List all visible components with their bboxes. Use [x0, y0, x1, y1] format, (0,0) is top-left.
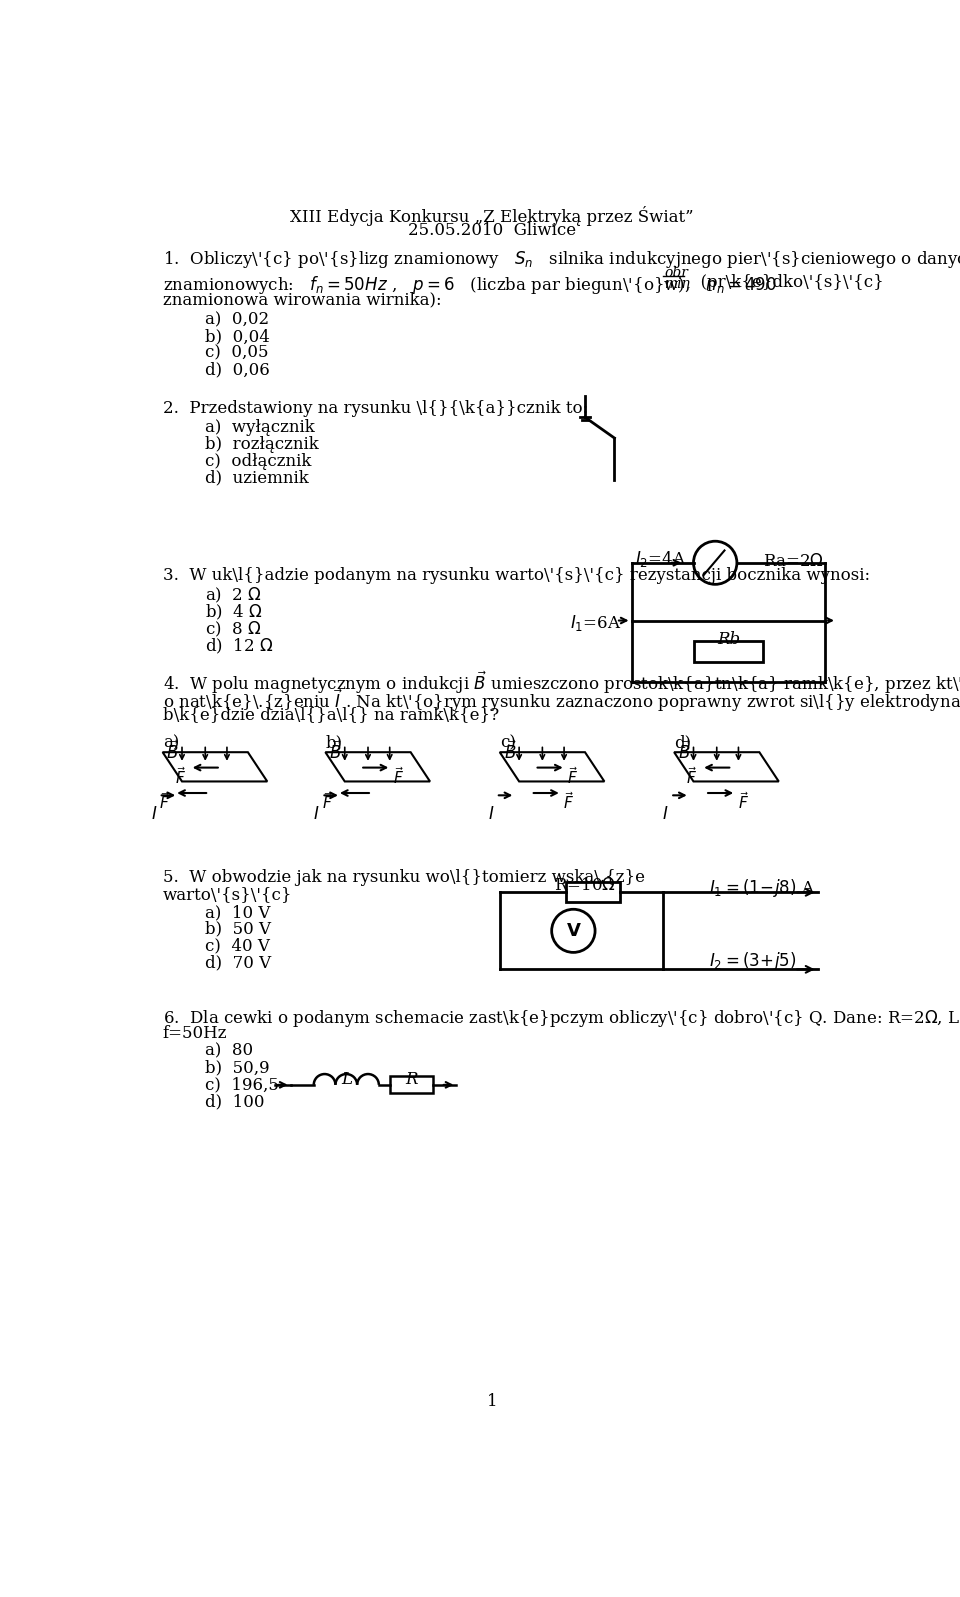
- Text: $\vec{F}$: $\vec{F}$: [737, 792, 749, 813]
- Text: d)  12 $\Omega$: d) 12 $\Omega$: [205, 637, 274, 656]
- Text: a): a): [162, 735, 179, 752]
- Text: d)  0,06: d) 0,06: [205, 363, 270, 378]
- Bar: [565, 882, 620, 902]
- Text: $\vec{B}$: $\vec{B}$: [329, 741, 343, 763]
- Text: $I_2$=4A: $I_2$=4A: [636, 549, 686, 569]
- Text: c): c): [500, 735, 516, 752]
- Text: c)  196,5: c) 196,5: [205, 1076, 279, 1094]
- Text: L: L: [341, 1072, 351, 1088]
- Text: b\k{e}dzie dzia\l{}a\l{} na ramk\k{e}?: b\k{e}dzie dzia\l{}a\l{} na ramk\k{e}?: [162, 706, 499, 723]
- Text: $\vec{F}$: $\vec{F}$: [686, 767, 697, 787]
- Text: 6.  Dla cewki o podanym schemacie zast\k{e}pczym obliczy\'{c} dobro\'{c} Q. Dane: 6. Dla cewki o podanym schemacie zast\k{…: [162, 1008, 960, 1028]
- Text: obr: obr: [664, 267, 688, 281]
- Text: (pr\k{e}dko\'{s}\'{c}: (pr\k{e}dko\'{s}\'{c}: [689, 275, 883, 291]
- Text: $\vec{F}$: $\vec{F}$: [175, 767, 186, 787]
- Text: f=50Hz: f=50Hz: [162, 1025, 228, 1041]
- Text: V: V: [566, 921, 580, 941]
- Text: c)  40 V: c) 40 V: [205, 937, 270, 955]
- Text: b)  4 $\Omega$: b) 4 $\Omega$: [205, 602, 263, 623]
- Bar: [391, 1076, 433, 1094]
- Text: $\vec{B}$: $\vec{B}$: [504, 741, 516, 763]
- Text: b)  0,04: b) 0,04: [205, 327, 270, 345]
- Text: 4.  W polu magnetycznym o indukcji $\vec{B}$ umieszczono prostok\k{a}tn\k{a} ram: 4. W polu magnetycznym o indukcji $\vec{…: [162, 669, 960, 696]
- Text: $I$: $I$: [314, 805, 320, 822]
- Bar: [693, 640, 763, 663]
- Text: R: R: [405, 1072, 418, 1088]
- Text: $\vec{F}$: $\vec{F}$: [323, 792, 333, 813]
- Text: $I$: $I$: [488, 805, 494, 822]
- Text: d)  uziemnik: d) uziemnik: [205, 470, 309, 487]
- Text: a)  0,02: a) 0,02: [205, 311, 270, 327]
- Text: Ra=2$\Omega$: Ra=2$\Omega$: [763, 553, 825, 570]
- Text: a)  wyłącznik: a) wyłącznik: [205, 418, 315, 436]
- Text: o nat\k{e}\.{z}eniu $\vec{I}$ . Na kt\'{o}rym rysunku zaznaczono poprawny zwrot : o nat\k{e}\.{z}eniu $\vec{I}$ . Na kt\'{…: [162, 688, 960, 714]
- Text: Rb: Rb: [717, 631, 740, 648]
- Text: $\vec{F}$: $\vec{F}$: [567, 767, 578, 787]
- Text: a)  10 V: a) 10 V: [205, 904, 271, 921]
- Text: b)  50 V: b) 50 V: [205, 921, 272, 937]
- Text: $\vec{F}$: $\vec{F}$: [159, 792, 170, 813]
- Text: $I$: $I$: [662, 805, 669, 822]
- Text: c)  0,05: c) 0,05: [205, 345, 269, 363]
- Text: 1.  Obliczy\'{c} po\'{s}lizg znamionowy   $S_n$   silnika indukcyjnego pier\'{s}: 1. Obliczy\'{c} po\'{s}lizg znamionowy $…: [162, 249, 960, 270]
- Text: $I_1$=6A: $I_1$=6A: [569, 613, 621, 632]
- Text: $I$: $I$: [151, 805, 157, 822]
- Text: R=10$\Omega$: R=10$\Omega$: [554, 877, 615, 894]
- Text: c)  8 $\Omega$: c) 8 $\Omega$: [205, 620, 262, 639]
- Text: $I_2=(3\!+\!j5)$: $I_2=(3\!+\!j5)$: [709, 950, 797, 973]
- Text: warto\'{s}\'{c}: warto\'{s}\'{c}: [162, 886, 292, 904]
- Text: d)  100: d) 100: [205, 1094, 265, 1110]
- Text: 1: 1: [487, 1393, 497, 1410]
- Text: 2.  Przedstawiony na rysunku \l{}{\k{a}}cznik to:: 2. Przedstawiony na rysunku \l{}{\k{a}}c…: [162, 399, 588, 417]
- Text: a)  2 $\Omega$: a) 2 $\Omega$: [205, 586, 262, 605]
- Text: $\vec{B}$: $\vec{B}$: [678, 741, 691, 763]
- Text: a)  80: a) 80: [205, 1043, 253, 1059]
- Text: $I_1=(1\!-\!j8)$ A: $I_1=(1\!-\!j8)$ A: [709, 877, 815, 899]
- Text: $\vec{B}$: $\vec{B}$: [166, 741, 180, 763]
- Text: 5.  W obwodzie jak na rysunku wo\l{}tomierz wska\.{z}e: 5. W obwodzie jak na rysunku wo\l{}tomie…: [162, 869, 644, 886]
- Text: $\vec{F}$: $\vec{F}$: [393, 767, 404, 787]
- Text: b)  rozłącznik: b) rozłącznik: [205, 436, 319, 452]
- Text: c)  odłącznik: c) odłącznik: [205, 452, 312, 470]
- Text: znamionowa wirowania wirnika):: znamionowa wirowania wirnika):: [162, 292, 442, 308]
- Text: 3.  W uk\l{}adzie podanym na rysunku warto\'{s}\'{c} rezystancji bocznika wynosi: 3. W uk\l{}adzie podanym na rysunku wart…: [162, 567, 870, 583]
- Text: znamionowych:   $f_n = 50Hz$ ,   $p = 6$   (liczba par biegun\'{o}w),   $n_n = 4: znamionowych: $f_n = 50Hz$ , $p = 6$ (li…: [162, 275, 777, 295]
- Text: $\vec{F}$: $\vec{F}$: [564, 792, 574, 813]
- Text: b)  50,9: b) 50,9: [205, 1059, 270, 1076]
- Text: XIII Edycja Konkursu „Z Elektryką przez Świat”: XIII Edycja Konkursu „Z Elektryką przez …: [290, 206, 694, 225]
- Text: b): b): [325, 735, 343, 752]
- Text: 25.05.2010  Gliwice: 25.05.2010 Gliwice: [408, 222, 576, 240]
- Text: min: min: [664, 278, 690, 291]
- Text: d)  70 V: d) 70 V: [205, 955, 272, 971]
- Text: d): d): [674, 735, 691, 752]
